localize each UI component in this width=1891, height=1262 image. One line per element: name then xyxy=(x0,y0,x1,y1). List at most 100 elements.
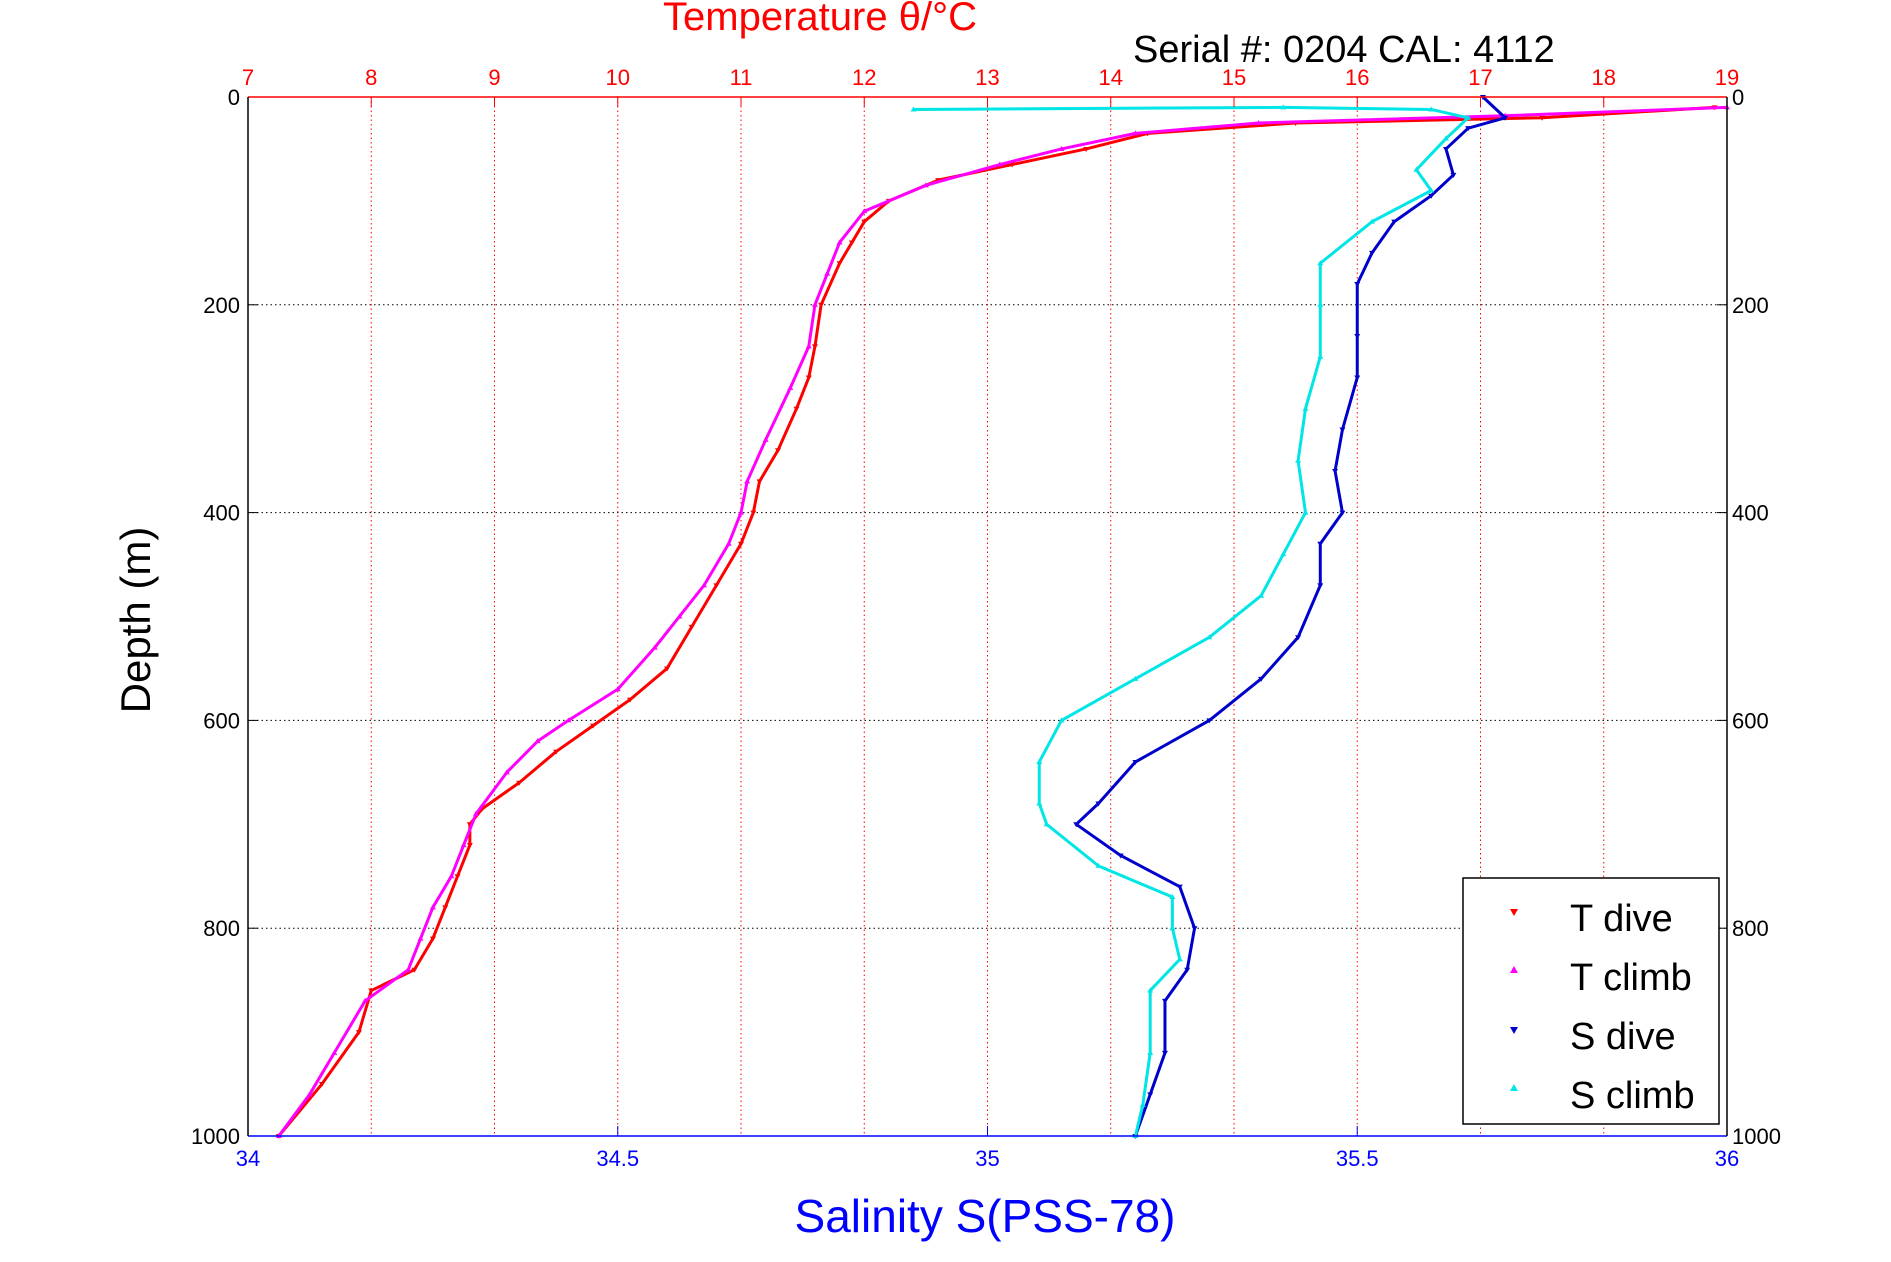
data-point-t-dive xyxy=(861,219,868,225)
data-point-s-dive xyxy=(1391,219,1398,225)
data-point-t-dive xyxy=(836,261,843,267)
temperature-tick-label: 17 xyxy=(1468,65,1492,90)
legend-marker-t-climb xyxy=(1510,966,1518,973)
temperature-tick-label: 8 xyxy=(365,65,377,90)
depth-tick-label-left: 600 xyxy=(203,708,240,733)
data-point-s-climb xyxy=(1317,260,1324,266)
data-point-t-climb xyxy=(448,873,455,879)
data-point-s-dive xyxy=(1339,427,1346,433)
data-point-t-dive xyxy=(738,541,744,547)
data-point-s-climb xyxy=(1147,987,1154,993)
temperature-tick-label: 10 xyxy=(606,65,630,90)
data-point-t-dive xyxy=(442,905,449,911)
data-point-s-dive xyxy=(1354,375,1361,381)
data-point-t-dive xyxy=(553,749,560,755)
data-point-t-climb xyxy=(1132,130,1139,136)
data-point-s-climb xyxy=(1280,104,1287,110)
data-point-s-dive xyxy=(1442,146,1449,152)
salinity-tick-label: 36 xyxy=(1715,1146,1739,1171)
data-point-s-climb xyxy=(1043,821,1050,827)
tick-labels: 0 0 200 200 400 400 600 600 800 800 1000 1000 7 8 9 10 1… xyxy=(191,65,1781,1171)
data-point-t-climb xyxy=(922,182,929,188)
data-point-t-climb xyxy=(738,509,744,515)
data-point-t-dive xyxy=(688,624,695,630)
data-point-t-climb xyxy=(1255,119,1262,125)
data-point-t-dive xyxy=(805,375,812,381)
data-point-t-dive xyxy=(818,302,825,308)
data-point-t-dive xyxy=(1539,115,1546,121)
data-point-t-climb xyxy=(306,1091,313,1097)
top-axis-title: Temperature θ/°C xyxy=(663,0,977,39)
data-point-t-climb xyxy=(996,161,1003,167)
data-point-s-climb xyxy=(1428,106,1435,112)
grid xyxy=(248,97,1727,1136)
data-point-t-dive xyxy=(466,843,473,849)
data-point-t-climb xyxy=(534,738,541,744)
data-point-s-dive xyxy=(1258,676,1265,682)
data-point-s-climb xyxy=(1036,758,1043,764)
data-point-s-climb xyxy=(1206,634,1213,640)
data-point-s-climb xyxy=(1302,509,1309,515)
data-point-t-climb xyxy=(676,613,683,619)
depth-tick-label-right: 400 xyxy=(1732,501,1769,526)
data-point-s-dive xyxy=(1073,822,1080,828)
temperature-tick-label: 11 xyxy=(730,65,753,90)
legend-label-t-climb: T climb xyxy=(1570,957,1692,999)
depth-tick-label-right: 0 xyxy=(1732,85,1744,110)
data-point-t-dive xyxy=(516,780,523,786)
data-point-s-climb xyxy=(1176,956,1183,962)
data-point-t-dive xyxy=(454,874,461,880)
data-point-t-climb xyxy=(744,478,751,484)
data-point-s-dive xyxy=(1147,1092,1154,1098)
data-point-t-climb xyxy=(405,966,412,972)
data-point-s-climb xyxy=(1302,405,1309,411)
salinity-tick-label: 35 xyxy=(975,1146,999,1171)
data-point-s-dive xyxy=(1206,718,1213,724)
data-point-t-climb xyxy=(460,842,467,848)
data-point-s-dive xyxy=(1161,998,1168,1004)
data-point-s-climb xyxy=(1413,166,1420,172)
data-point-s-climb xyxy=(1258,592,1265,598)
data-point-s-dive xyxy=(1332,469,1339,475)
temperature-tick-label: 9 xyxy=(488,65,500,90)
data-point-s-dive xyxy=(1095,801,1102,807)
data-point-t-climb xyxy=(429,904,436,910)
data-point-s-climb xyxy=(1036,800,1043,806)
legend-label-t-dive: T dive xyxy=(1570,898,1673,940)
data-point-s-climb xyxy=(1317,353,1324,359)
data-point-t-dive xyxy=(1009,162,1016,168)
depth-tick-label-right: 1000 xyxy=(1732,1124,1781,1149)
data-point-s-climb xyxy=(1139,1101,1146,1107)
depth-tick-label-left: 200 xyxy=(203,293,240,318)
data-point-s-climb xyxy=(1132,675,1139,681)
y-axis-title: Depth (m) xyxy=(112,527,159,714)
data-point-t-climb xyxy=(473,810,480,816)
series-line-s-dive xyxy=(1074,95,1507,1137)
data-point-t-dive xyxy=(713,583,720,589)
data-point-s-dive xyxy=(1176,884,1183,890)
data-point-t-climb xyxy=(725,540,732,546)
data-point-s-climb xyxy=(910,106,917,112)
data-point-t-dive xyxy=(429,936,436,942)
data-point-s-climb xyxy=(1058,717,1065,723)
legend: T dive T climb S dive S climb xyxy=(1462,877,1720,1125)
data-point-s-climb xyxy=(1280,551,1287,557)
series-line-t-climb xyxy=(277,105,1728,1137)
temperature-tick-label: 7 xyxy=(242,65,254,90)
data-point-s-dive xyxy=(1369,250,1376,256)
data-point-s-dive xyxy=(1450,172,1457,178)
data-point-s-dive xyxy=(1132,759,1139,765)
data-point-t-climb xyxy=(503,769,510,775)
data-point-s-dive xyxy=(1428,193,1435,199)
data-point-t-dive xyxy=(590,723,597,729)
legend-marker-s-dive xyxy=(1510,1027,1518,1034)
serial-text: Serial #: 0204 CAL: 4112 xyxy=(1133,29,1555,71)
data-series xyxy=(275,95,1730,1139)
temperature-tick-label: 15 xyxy=(1222,65,1246,90)
series-line-s-climb xyxy=(913,105,1470,1137)
legend-label-s-climb: S climb xyxy=(1570,1075,1695,1117)
depth-tick-label-right: 200 xyxy=(1732,293,1769,318)
data-point-s-dive xyxy=(1465,126,1472,132)
data-point-t-dive xyxy=(750,510,757,516)
